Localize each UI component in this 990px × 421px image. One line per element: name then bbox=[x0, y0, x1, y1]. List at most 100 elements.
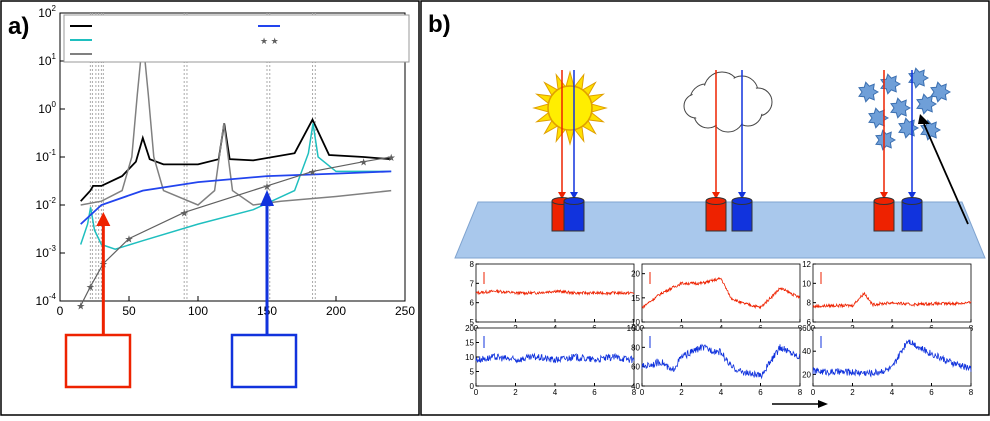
hfmwr-radiometer-top bbox=[901, 197, 923, 205]
y-tick-label: 8 bbox=[807, 299, 812, 308]
y-tick-label: 6 bbox=[470, 299, 475, 308]
bt-series-line bbox=[641, 343, 801, 380]
y-tick-label: 5 bbox=[470, 318, 475, 327]
legend-marker: ★ ★ bbox=[260, 36, 279, 46]
x-tick-label: 200 bbox=[326, 304, 346, 318]
legend: ★ ★ bbox=[63, 14, 410, 63]
ice-crystal-icon bbox=[890, 97, 912, 119]
x-tick-label: 0 bbox=[57, 304, 64, 318]
ice-marker: ★ bbox=[387, 153, 396, 164]
y-tick-label: 7 bbox=[470, 279, 475, 288]
panel-b-frame bbox=[420, 0, 990, 416]
y-tick-label: 80 bbox=[631, 343, 640, 352]
scatter-arrow bbox=[923, 123, 969, 225]
hfmwr-radiometer bbox=[901, 200, 923, 232]
red-beam-head bbox=[558, 192, 566, 199]
bt-series-line bbox=[812, 339, 972, 378]
lfmwr-radiometer-top bbox=[873, 197, 895, 205]
ice-crystal-icon bbox=[868, 107, 890, 129]
red-beam-head bbox=[880, 192, 888, 199]
hfmwr-radiometer-top bbox=[563, 197, 585, 205]
x-tick-label: 50 bbox=[122, 304, 136, 318]
lf-arrowhead bbox=[96, 212, 111, 226]
sun-ray bbox=[591, 103, 608, 113]
ice-marker: ★ bbox=[125, 235, 134, 246]
ice-marker: ★ bbox=[308, 167, 317, 178]
y-tick-label: 101 bbox=[38, 52, 56, 68]
bt-timeseries-plots: 5678024681015200246868101202468051015200… bbox=[465, 260, 974, 408]
bt-subplot bbox=[812, 327, 972, 387]
y-tick-label: 12 bbox=[802, 260, 811, 269]
x-tick-label: 4 bbox=[719, 388, 724, 397]
sun-ray bbox=[565, 70, 575, 87]
y-tick-label: 102 bbox=[38, 4, 56, 20]
bt-series-line bbox=[475, 288, 635, 296]
lfmwr-radiometer bbox=[873, 200, 895, 232]
sun-ray bbox=[565, 129, 575, 146]
x-tick-label: 0 bbox=[811, 388, 816, 397]
y-tick-label: 15 bbox=[631, 294, 640, 303]
y-tick-label: 10-4 bbox=[36, 292, 57, 308]
bt-subplot bbox=[641, 327, 801, 387]
y-tick-label: 10 bbox=[802, 279, 811, 288]
hfmwr-radiometer-top bbox=[731, 197, 753, 205]
hfmwr-radiometer bbox=[563, 200, 585, 232]
ice-crystal-icon bbox=[875, 129, 897, 151]
ice-crystal-icon bbox=[916, 93, 938, 115]
y-tick-label: 60 bbox=[802, 324, 811, 333]
ice-marker: ★ bbox=[180, 208, 189, 219]
ice-crystal-icon bbox=[920, 119, 942, 141]
x-tick-label: 8 bbox=[632, 388, 637, 397]
x-tick-label: 8 bbox=[798, 388, 803, 397]
cloud-fill bbox=[685, 95, 707, 117]
x-tick-label: 6 bbox=[758, 388, 763, 397]
hfmwr-radiometer bbox=[731, 200, 753, 232]
x-tick-label: 8 bbox=[969, 388, 974, 397]
x-tick-label: 4 bbox=[890, 388, 895, 397]
y-tick-label: 10-3 bbox=[36, 244, 57, 260]
y-tick-label: 10 bbox=[465, 353, 474, 362]
ice-crystal-icon bbox=[930, 81, 952, 103]
y-tick-label: 20 bbox=[465, 324, 474, 333]
y-tick-label: 100 bbox=[38, 100, 56, 116]
y-tick-label: 20 bbox=[631, 270, 640, 279]
ice-crystal-icon bbox=[858, 81, 880, 103]
series-line bbox=[79, 123, 392, 250]
y-tick-label: 10-2 bbox=[36, 196, 57, 212]
bt-series-line bbox=[641, 277, 800, 310]
series-line bbox=[80, 156, 392, 306]
ice-crystal-icon bbox=[898, 117, 920, 139]
sun-ray bbox=[532, 103, 549, 113]
y-tick-label: 40 bbox=[631, 382, 640, 391]
scatter-arrowhead bbox=[918, 114, 930, 124]
blue-beam-head bbox=[738, 192, 746, 199]
bt-series-line bbox=[812, 291, 972, 309]
panel-b-label: b) bbox=[428, 11, 451, 38]
y-tick-label: 0 bbox=[470, 382, 475, 391]
x-tick-label: 2 bbox=[679, 388, 684, 397]
time-arrowhead bbox=[818, 400, 828, 408]
legend-box bbox=[63, 14, 410, 63]
panel-a-label: a) bbox=[8, 13, 29, 40]
schematic bbox=[454, 67, 986, 259]
x-tick-label: 0 bbox=[640, 388, 645, 397]
x-tick-label: 250 bbox=[395, 304, 415, 318]
bt-series-line bbox=[475, 352, 635, 364]
y-tick-label: 40 bbox=[802, 347, 811, 356]
x-tick-label: 100 bbox=[188, 304, 208, 318]
bt-subplot bbox=[641, 263, 801, 323]
y-tick-label: 10-1 bbox=[36, 148, 57, 164]
ice-marker: ★ bbox=[263, 182, 272, 193]
series-line bbox=[80, 170, 392, 225]
y-tick-label: 6 bbox=[807, 318, 812, 327]
x-tick-label: 6 bbox=[592, 388, 597, 397]
y-tick-label: 15 bbox=[465, 339, 474, 348]
y-tick-label: 5 bbox=[470, 368, 475, 377]
x-tick-label: 4 bbox=[553, 388, 558, 397]
lfmwr-radiometer-top bbox=[705, 197, 727, 205]
y-tick-label: 10 bbox=[631, 318, 640, 327]
sun-icon bbox=[547, 85, 593, 131]
bt-subplot bbox=[812, 263, 972, 323]
blue-beam-head bbox=[570, 192, 578, 199]
x-tick-label: 0 bbox=[474, 388, 479, 397]
